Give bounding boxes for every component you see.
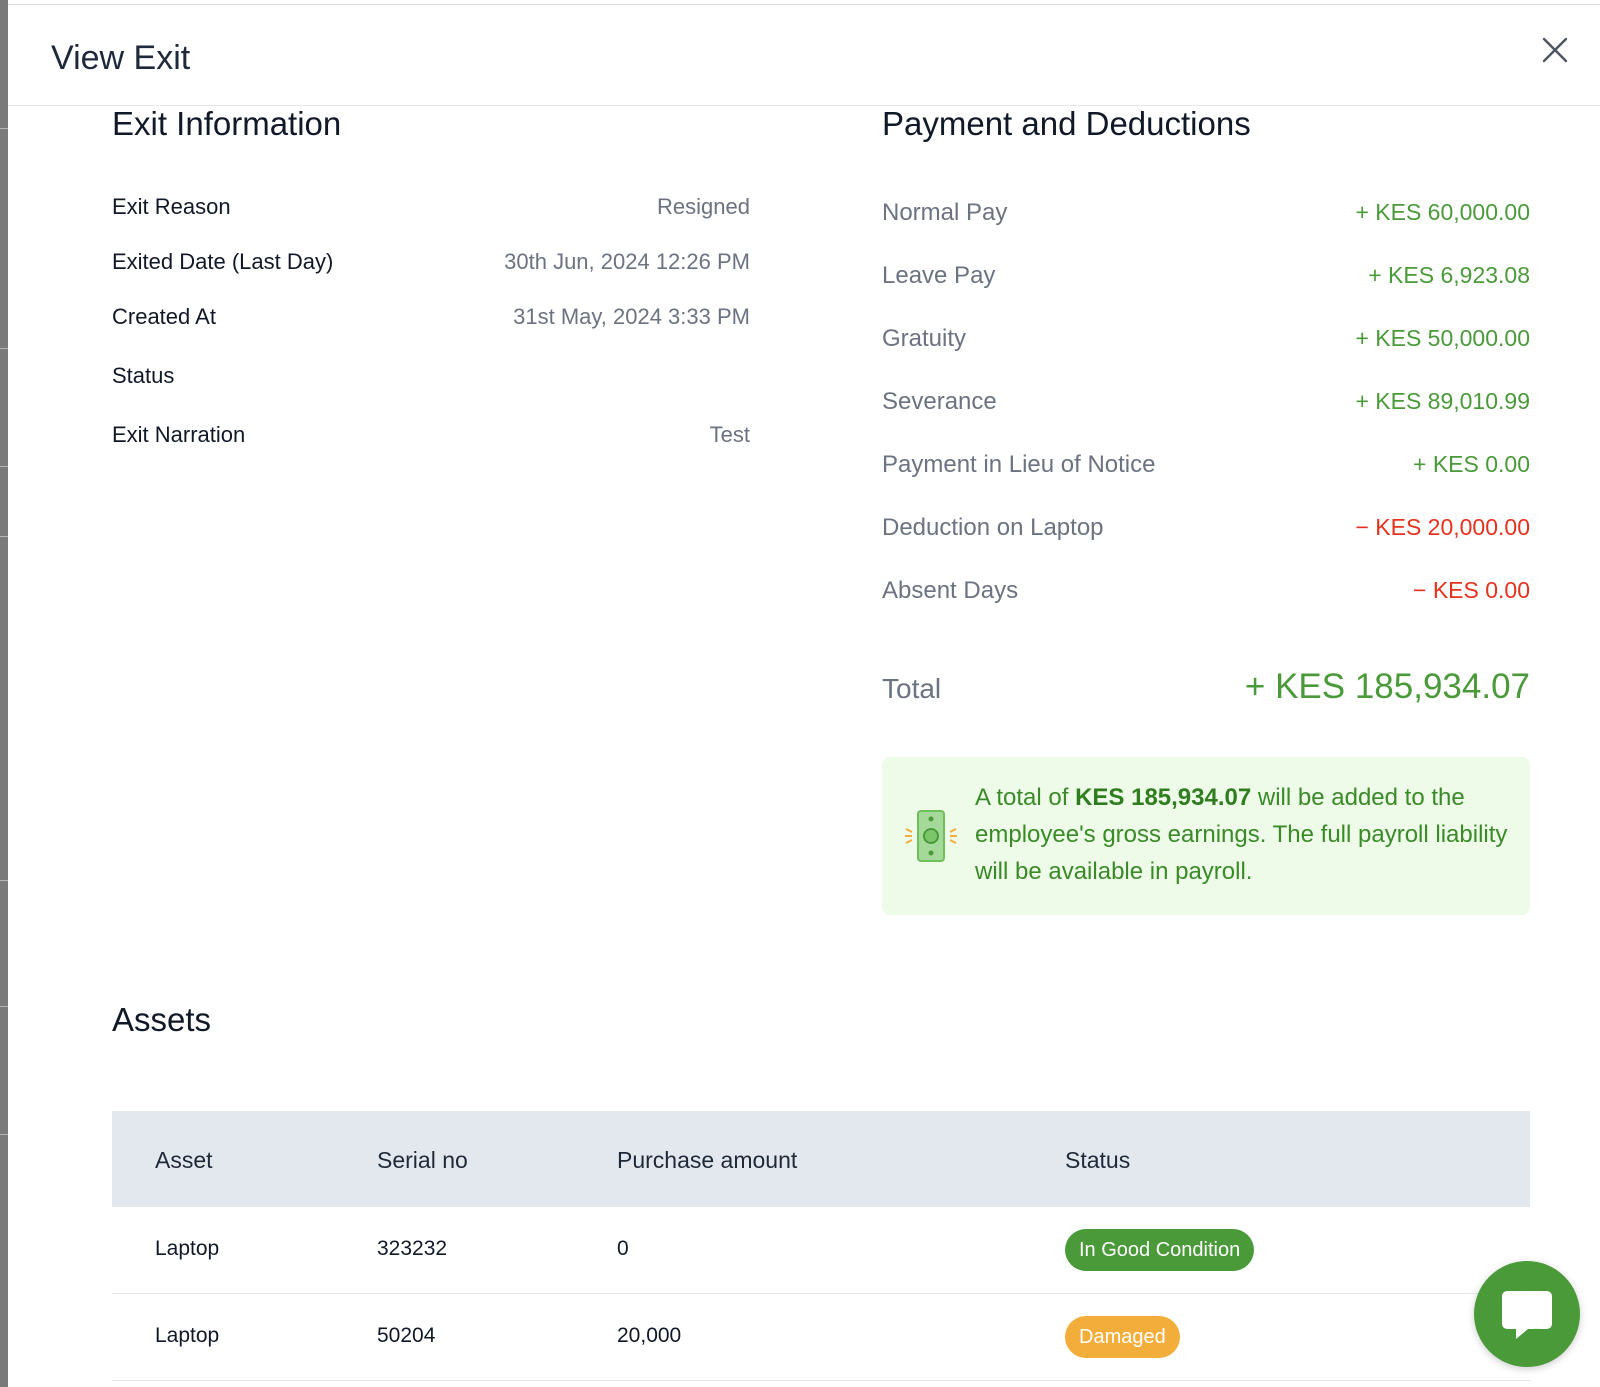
created-at-row: Created At 31st May, 2024 3:33 PM (112, 304, 750, 334)
info-label: Status (112, 363, 175, 388)
asset-cell: Laptop (155, 1237, 220, 1260)
info-label: Exited Date (Last Day) (112, 249, 334, 274)
pay-value: − KES 0.00 (1413, 577, 1530, 603)
exit-information-title: Exit Information (112, 105, 342, 142)
total-label: Total (882, 673, 942, 704)
assets-table: Asset Serial no Purchase amount Status L… (112, 1111, 1530, 1381)
pay-label: Gratuity (882, 325, 967, 352)
amount-cell: 20,000 (617, 1324, 682, 1347)
info-value: Test (709, 422, 750, 447)
status-badge: In Good Condition (1065, 1229, 1255, 1271)
info-label: Exit Narration (112, 422, 246, 447)
chat-button[interactable] (1474, 1261, 1580, 1367)
normal-pay-row: Normal Pay + KES 60,000.00 (882, 199, 1530, 231)
table-header: Asset Serial no Purchase amount Status (112, 1111, 1530, 1207)
info-label: Created At (112, 304, 216, 329)
pay-value: + KES 0.00 (1413, 451, 1530, 477)
serial-cell: 50204 (377, 1324, 436, 1347)
assets-title: Assets (112, 1001, 212, 1038)
status-badge: Damaged (1065, 1316, 1180, 1358)
pay-value: + KES 60,000.00 (1355, 199, 1530, 225)
view-exit-modal: View Exit Exit Information Exit Reason R… (8, 4, 1600, 1387)
gratuity-row: Gratuity + KES 50,000.00 (882, 325, 1530, 357)
pay-label: Severance (882, 388, 997, 415)
column-header: Serial no (377, 1147, 468, 1173)
pay-label: Payment in Lieu of Notice (882, 451, 1156, 478)
total-value: + KES 185,934.07 (1244, 667, 1530, 706)
asset-cell: Laptop (155, 1324, 220, 1347)
status-row: Status (112, 363, 750, 393)
payment-deductions-title: Payment and Deductions (882, 105, 1251, 142)
amount-cell: 0 (617, 1237, 629, 1260)
close-icon (1542, 37, 1568, 63)
exit-reason-row: Exit Reason Resigned (112, 194, 750, 224)
info-value: 30th Jun, 2024 12:26 PM (504, 249, 750, 274)
modal-title: View Exit (51, 39, 191, 77)
info-value: Resigned (657, 194, 750, 219)
payment-in-lieu-row: Payment in Lieu of Notice + KES 0.00 (882, 451, 1530, 483)
modal-header: View Exit (8, 5, 1600, 106)
leave-pay-row: Leave Pay + KES 6,923.08 (882, 262, 1530, 294)
deduction-laptop-row: Deduction on Laptop − KES 20,000.00 (882, 514, 1530, 546)
column-header: Asset (155, 1147, 213, 1173)
pay-value: − KES 20,000.00 (1355, 514, 1530, 540)
total-row: Total + KES 185,934.07 (882, 667, 1530, 715)
chat-icon (1502, 1291, 1552, 1339)
exited-date-row: Exited Date (Last Day) 30th Jun, 2024 12… (112, 249, 750, 279)
close-button[interactable] (1538, 33, 1572, 67)
money-icon (905, 810, 957, 862)
severance-row: Severance + KES 89,010.99 (882, 388, 1530, 420)
table-row: Laptop 323232 0 In Good Condition (112, 1207, 1530, 1294)
absent-days-row: Absent Days − KES 0.00 (882, 577, 1530, 609)
pay-value: + KES 6,923.08 (1368, 262, 1530, 288)
info-label: Exit Reason (112, 194, 231, 219)
table-row: Laptop 50204 20,000 Damaged (112, 1294, 1530, 1381)
info-value: 31st May, 2024 3:33 PM (513, 304, 750, 329)
notice-amount: KES 185,934.07 (1075, 784, 1252, 811)
column-header: Purchase amount (617, 1147, 798, 1173)
exit-narration-row: Exit Narration Test (112, 422, 750, 452)
pay-label: Absent Days (882, 577, 1019, 604)
notice-text: A total of KES 185,934.07 will be added … (975, 784, 1508, 885)
pay-value: + KES 50,000.00 (1355, 325, 1530, 351)
serial-cell: 323232 (377, 1237, 448, 1260)
pay-label: Normal Pay (882, 199, 1008, 226)
backdrop-overlay (0, 0, 8, 1387)
pay-label: Leave Pay (882, 262, 996, 289)
column-header: Status (1065, 1147, 1131, 1173)
pay-label: Deduction on Laptop (882, 514, 1104, 541)
payroll-notice: A total of KES 185,934.07 will be added … (882, 757, 1530, 915)
pay-value: + KES 89,010.99 (1355, 388, 1530, 414)
